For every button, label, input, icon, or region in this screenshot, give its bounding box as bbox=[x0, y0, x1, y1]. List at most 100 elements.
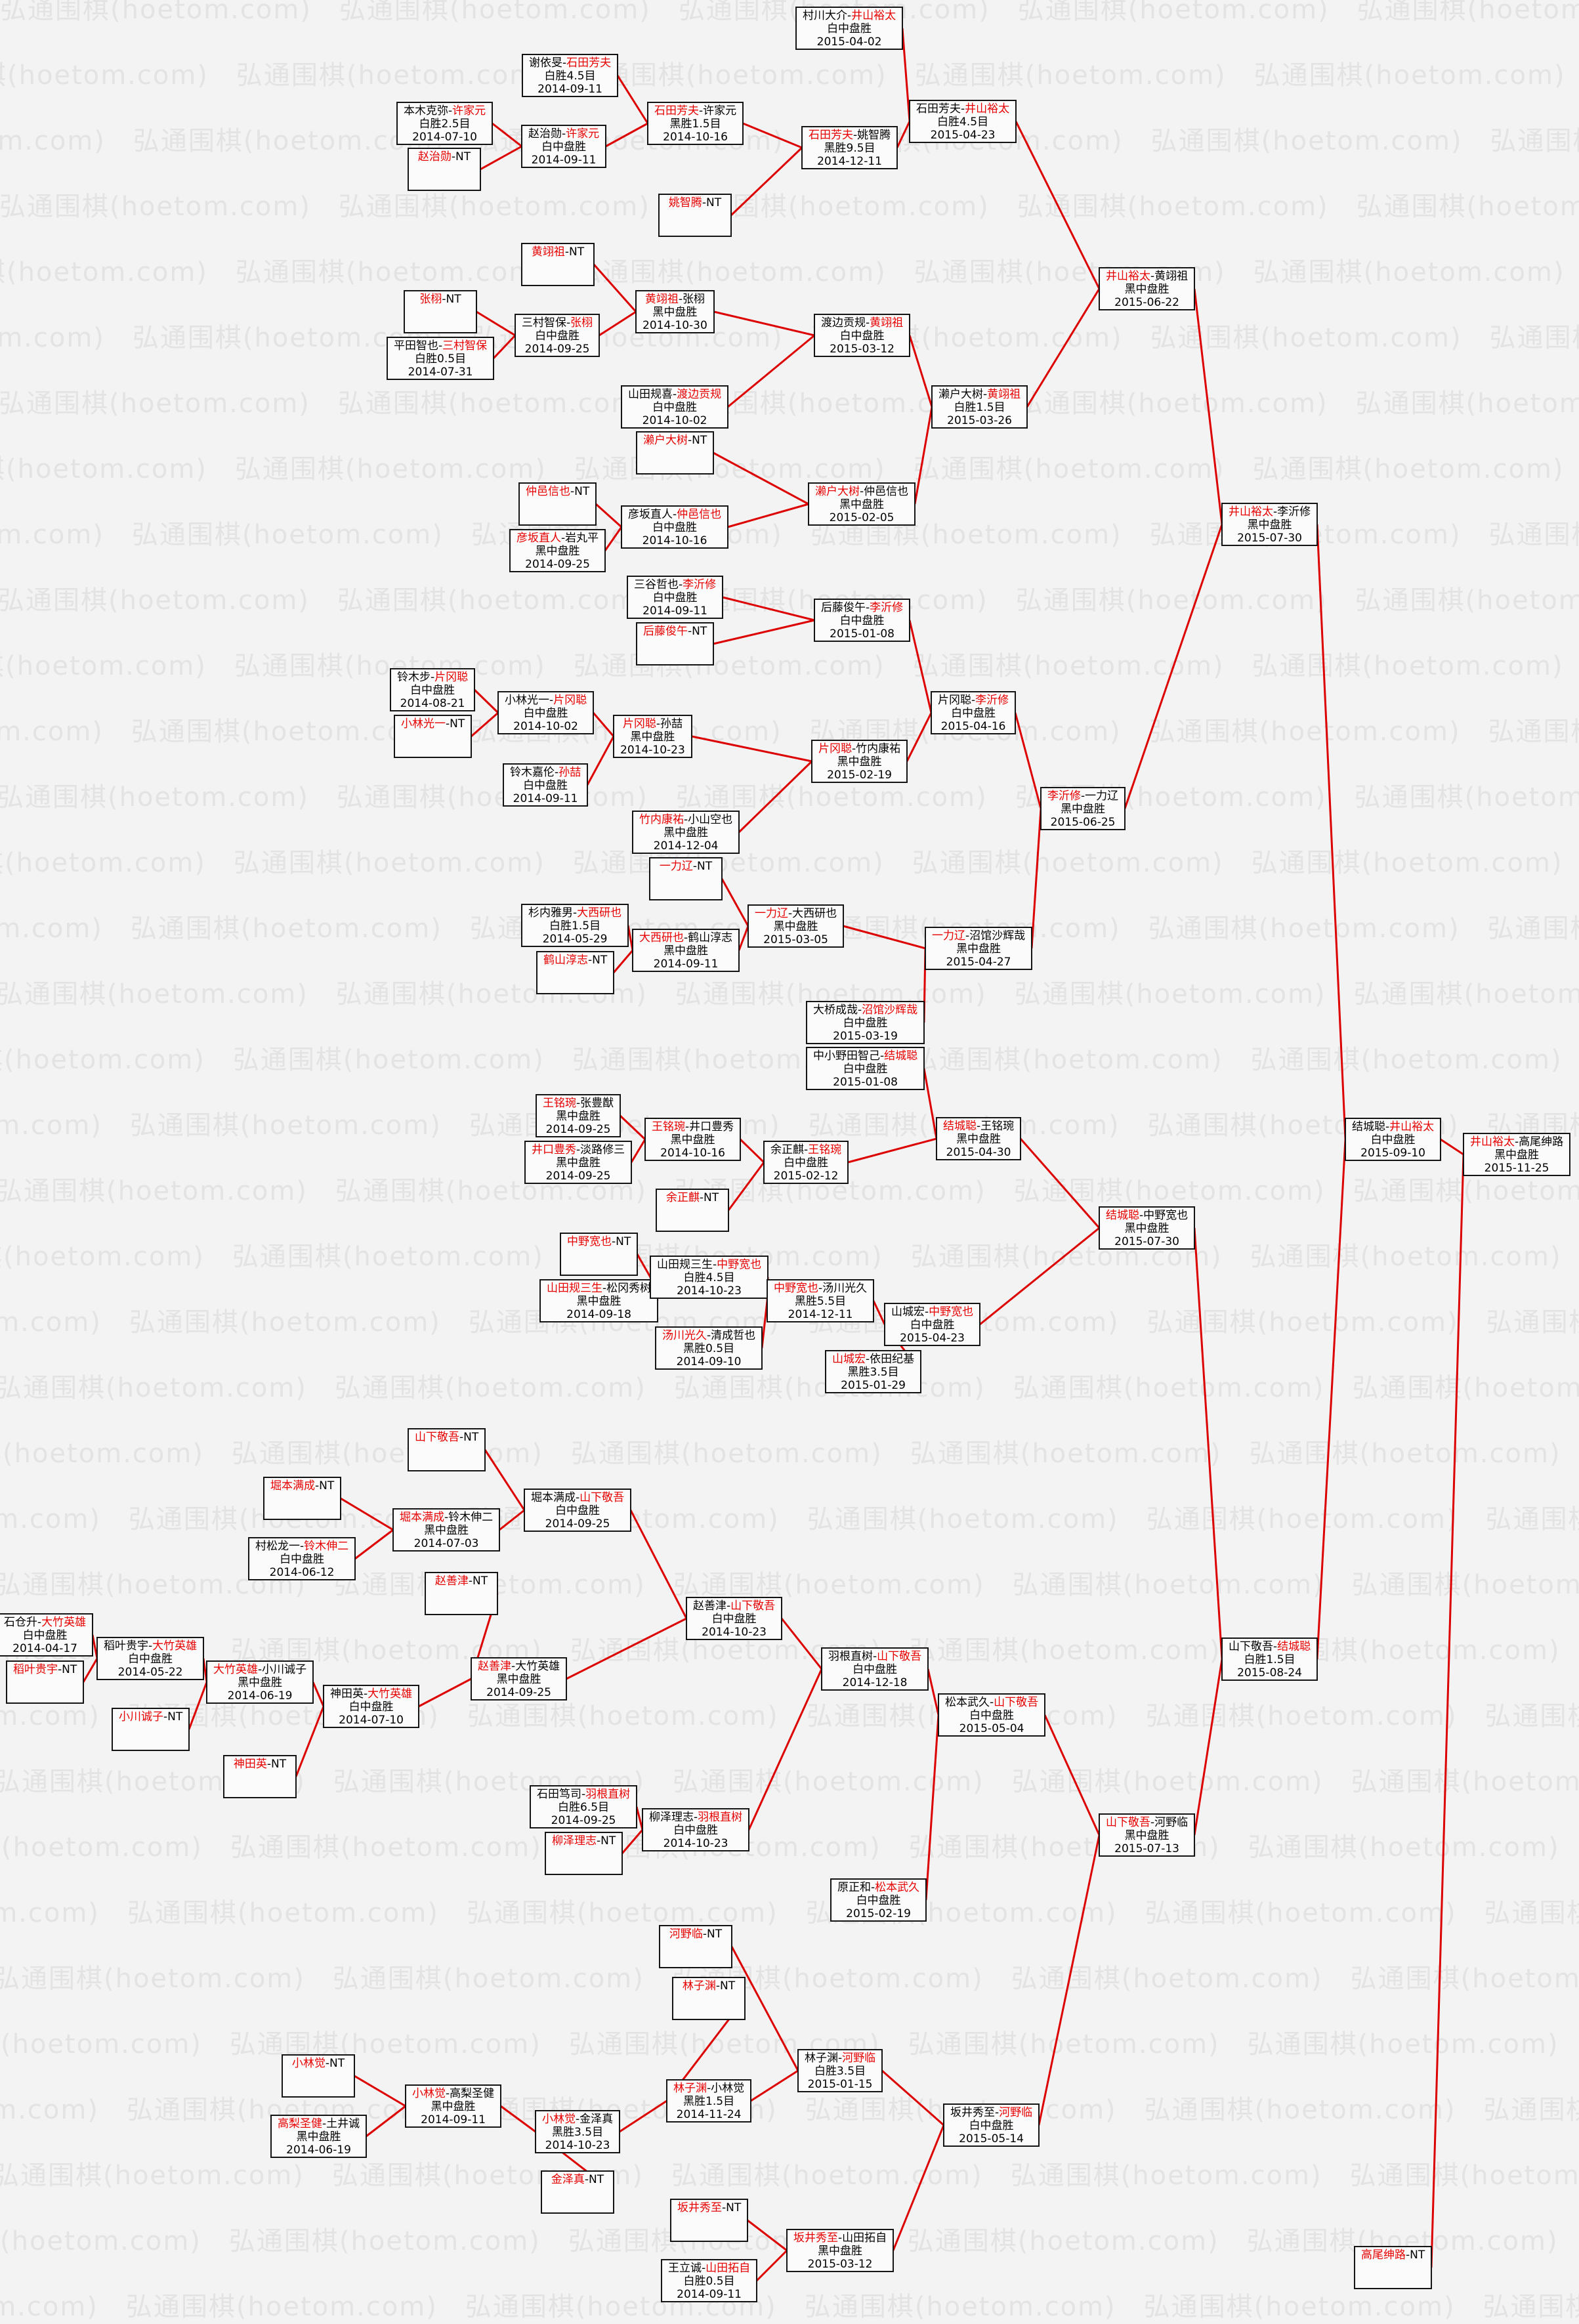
match-box-n90[interactable]: 金泽真-NT bbox=[541, 2170, 614, 2214]
match-box-n11[interactable]: 张栩-NT bbox=[404, 290, 477, 333]
match-box-n12[interactable]: 平田智也-三村智保 白胜0.5目 2014-07-31 bbox=[387, 337, 495, 380]
match-box-n19[interactable]: 仲邑信也-NT bbox=[518, 482, 597, 526]
match-box-n16[interactable]: 濑户大树-NT bbox=[636, 431, 715, 475]
match-box-n03[interactable]: 本木克弥-许家元 白胜2.5目 2014-07-10 bbox=[396, 102, 494, 145]
match-box-n46[interactable]: 井口豊秀-淡路修三 黑中盘胜 2014-09-25 bbox=[524, 1141, 633, 1184]
match-box-n08[interactable]: 石田芳夫-姚智腾 黑胜9.5目 2014-12-11 bbox=[801, 126, 898, 169]
match-box-n70[interactable]: 稻叶贵宇-NT bbox=[6, 1660, 85, 1704]
match-box-n80[interactable]: 柳泽理志-羽根直树 白中盘胜 2014-10-23 bbox=[642, 1808, 750, 1851]
match-box-n92[interactable]: 林子渊-河野临 白胜3.5目 2015-01-15 bbox=[797, 2049, 883, 2092]
match-box-n42[interactable]: 一力辽-沼馆沙辉哉 黑中盘胜 2015-04-27 bbox=[925, 927, 1033, 970]
match-box-n86[interactable]: 小林觉-NT bbox=[282, 2054, 355, 2098]
match-box-n59[interactable]: 山城宏-中野宽也 白中盘胜 2015-04-23 bbox=[884, 1303, 981, 1346]
match-box-n56[interactable]: 山田规三生-中野宽也 白胜4.5目 2014-10-23 bbox=[650, 1256, 769, 1299]
match-box-n57[interactable]: 汤川光久-清成哲也 黑胜0.5目 2014-09-10 bbox=[655, 1326, 763, 1370]
match-box-n29[interactable]: 小林光一-NT bbox=[394, 715, 473, 758]
player-1: 山田规三生 bbox=[657, 1258, 713, 1271]
match-box-n25[interactable]: 后藤俊午-NT bbox=[636, 622, 715, 666]
match-box-n49[interactable]: 余正麒-王铭琬 白中盘胜 2015-02-12 bbox=[763, 1141, 849, 1184]
match-box-n06[interactable]: 石田芳夫-许家元 黑胜1.5目 2014-10-16 bbox=[647, 102, 744, 145]
match-box-n07[interactable]: 姚智腾-NT bbox=[658, 194, 732, 237]
match-box-n05[interactable]: 赵治勋-许家元 白中盘胜 2014-09-11 bbox=[521, 125, 607, 168]
match-box-n96[interactable]: 坂井秀至-山田拓自 黑中盘胜 2015-03-12 bbox=[786, 2229, 895, 2272]
match-box-n83[interactable]: 山下敬吾-结城聪 白胜1.5目 2015-08-24 bbox=[1221, 1637, 1318, 1681]
match-box-n78[interactable]: 石田笃司-羽根直树 白胜6.5目 2014-09-25 bbox=[530, 1785, 638, 1828]
match-box-n37[interactable]: 杉内雅男-大西研也 白胜1.5目 2014-05-29 bbox=[521, 904, 629, 947]
match-box-n81[interactable]: 原正和-松本武久 白中盘胜 2015-02-19 bbox=[830, 1878, 927, 1922]
match-box-n20[interactable]: 彦坂直人-岩丸平 黑中盘胜 2014-09-25 bbox=[509, 529, 606, 572]
match-box-n40[interactable]: 一力辽-大西研也 黑中盘胜 2015-03-05 bbox=[747, 904, 845, 948]
match-box-n84[interactable]: 山下敬吾-河野临 黑中盘胜 2015-07-13 bbox=[1099, 1813, 1196, 1857]
match-box-n77[interactable]: 松本武久-山下敬吾 白中盘胜 2015-05-04 bbox=[938, 1693, 1046, 1737]
match-box-n85[interactable]: 林子渊-NT bbox=[672, 1977, 746, 2020]
match-box-n33[interactable]: 片冈聪-李沂修 白中盘胜 2015-04-16 bbox=[931, 691, 1017, 734]
match-box-n15[interactable]: 山田规喜-渡边贡规 白中盘胜 2014-10-02 bbox=[621, 385, 729, 429]
match-box-n76[interactable]: 羽根直树-山下敬吾 白中盘胜 2014-12-18 bbox=[821, 1647, 929, 1691]
match-box-n51[interactable]: 结城聪-井山裕太 白中盘胜 2015-09-10 bbox=[1345, 1118, 1442, 1161]
match-box-n38[interactable]: 鹤山淳志-NT bbox=[536, 951, 615, 994]
match-box-n23[interactable]: 濑户大树-黄翊祖 白胜1.5目 2015-03-26 bbox=[931, 385, 1028, 429]
match-box-n50[interactable]: 结城聪-王铭琬 黑中盘胜 2015-04-30 bbox=[936, 1117, 1022, 1160]
match-box-n17[interactable]: 渡边贡规-黄翊祖 白中盘胜 2015-03-12 bbox=[814, 314, 911, 357]
match-box-n89[interactable]: 小林觉-金泽真 黑胜3.5目 2014-10-23 bbox=[535, 2110, 621, 2153]
match-box-n93[interactable]: 坂井秀至-河野临 白中盘胜 2015-05-14 bbox=[943, 2103, 1040, 2147]
match-box-n44[interactable]: 中小野田智己-结城聪 白中盘胜 2015-01-08 bbox=[806, 1047, 925, 1090]
match-box-n66[interactable]: 赵善津-NT bbox=[425, 1572, 498, 1615]
match-box-n91[interactable]: 林子渊-小林觉 黑胜1.5目 2014-11-24 bbox=[666, 2079, 752, 2123]
match-box-n27[interactable]: 井山裕太-李沂修 黑中盘胜 2015-07-30 bbox=[1221, 503, 1318, 546]
match-box-n36[interactable]: 一力辽-NT bbox=[649, 857, 723, 900]
match-box-n09[interactable]: 石田芳夫-井山裕太 白胜4.5目 2015-04-23 bbox=[909, 100, 1017, 143]
match-box-n52[interactable]: 井山裕太-高尾绅路 黑中盘胜 2015-11-25 bbox=[1463, 1133, 1571, 1176]
match-box-n39[interactable]: 大西研也-鹤山淳志 黑中盘胜 2014-09-11 bbox=[632, 929, 740, 972]
match-box-n43[interactable]: 大桥成哉-沼馆沙辉哉 白中盘胜 2015-03-19 bbox=[806, 1001, 925, 1044]
match-box-n01[interactable]: 村川大介-井山裕太 白中盘胜 2015-04-02 bbox=[795, 7, 904, 50]
match-box-n31[interactable]: 铃木嘉伦-孙喆 白中盘胜 2014-09-11 bbox=[503, 763, 589, 807]
match-box-n54[interactable]: 中野宽也-NT bbox=[560, 1233, 639, 1276]
match-box-n95[interactable]: 王立诚-山田拓自 白胜0.5目 2014-09-11 bbox=[661, 2259, 758, 2302]
match-box-n04[interactable]: 赵治勋-NT bbox=[408, 148, 481, 191]
match-box-n64[interactable]: 堀本满成-铃木伸二 黑中盘胜 2014-07-03 bbox=[392, 1508, 501, 1552]
match-box-n34[interactable]: 片冈聪-竹内康祐 黑中盘胜 2015-02-19 bbox=[811, 740, 908, 783]
player-1: 金泽真 bbox=[551, 2173, 585, 2186]
match-box-n75[interactable]: 神田英-NT bbox=[223, 1755, 297, 1798]
match-box-n22[interactable]: 濑户大树-仲邑信也 黑中盘胜 2015-02-05 bbox=[808, 482, 916, 526]
match-box-n74[interactable]: 神田英-大竹英雄 白中盘胜 2014-07-10 bbox=[323, 1685, 420, 1728]
match-box-n60[interactable]: 山城宏-依田纪基 黑胜3.5目 2015-01-29 bbox=[825, 1350, 922, 1393]
match-box-n48[interactable]: 余正麒-NT bbox=[656, 1189, 729, 1232]
match-box-n47[interactable]: 王铭琬-井口豊秀 黑中盘胜 2014-10-16 bbox=[644, 1118, 742, 1161]
match-box-n35[interactable]: 竹内康祐-小山空也 黑中盘胜 2014-12-04 bbox=[632, 811, 740, 854]
match-box-n87[interactable]: 高梨圣健-土井诚 黑中盘胜 2014-06-19 bbox=[270, 2115, 368, 2158]
match-box-n10[interactable]: 黄翊祖-NT bbox=[521, 243, 595, 286]
match-box-n94[interactable]: 坂井秀至-NT bbox=[670, 2199, 749, 2242]
match-box-n79[interactable]: 柳泽理志-NT bbox=[545, 1832, 623, 1875]
match-box-n21[interactable]: 彦坂直人-仲邑信也 白中盘胜 2014-10-16 bbox=[621, 505, 729, 549]
match-box-n26[interactable]: 后藤俊午-李沂修 白中盘胜 2015-01-08 bbox=[814, 599, 911, 642]
match-box-n63[interactable]: 村松龙一-铃木伸二 白中盘胜 2014-06-12 bbox=[248, 1537, 356, 1580]
match-box-n28[interactable]: 铃木步-片冈聪 白中盘胜 2014-08-21 bbox=[390, 668, 476, 711]
match-box-n71[interactable]: 稻叶贵宇-大竹英雄 白中盘胜 2014-05-22 bbox=[96, 1637, 205, 1680]
match-box-n32[interactable]: 片冈聪-孙喆 黑中盘胜 2014-10-23 bbox=[613, 715, 692, 758]
match-box-n24[interactable]: 三谷哲也-李沂修 白中盘胜 2014-09-11 bbox=[627, 576, 724, 619]
match-box-n82[interactable]: 河野临-NT bbox=[659, 1925, 732, 1968]
match-box-n69[interactable]: 石仓升-大竹英雄 白中盘胜 2014-04-17 bbox=[0, 1613, 94, 1657]
match-box-n14[interactable]: 黄翊祖-张栩 黑中盘胜 2014-10-30 bbox=[635, 290, 715, 333]
match-box-n41[interactable]: 李沂修-一力辽 黑中盘胜 2015-06-25 bbox=[1040, 787, 1126, 830]
match-box-n61[interactable]: 山下敬吾-NT bbox=[408, 1428, 486, 1471]
match-box-n58[interactable]: 中野宽也-汤川光久 黑胜5.5目 2014-12-11 bbox=[767, 1279, 875, 1322]
match-box-n62[interactable]: 堀本满成-NT bbox=[263, 1477, 342, 1520]
match-box-n18[interactable]: 井山裕太-黄翊祖 黑中盘胜 2015-06-22 bbox=[1099, 267, 1196, 310]
match-box-n45[interactable]: 王铭琬-张豊猷 黑中盘胜 2014-09-25 bbox=[536, 1094, 621, 1137]
match-box-n72[interactable]: 大竹英雄-小川诚子 黑中盘胜 2014-06-19 bbox=[206, 1660, 314, 1704]
match-box-n97[interactable]: 高尾绅路-NT bbox=[1354, 2246, 1433, 2289]
match-box-n65[interactable]: 堀本满成-山下敬吾 白中盘胜 2014-09-25 bbox=[524, 1489, 632, 1532]
match-box-n88[interactable]: 小林觉-高梨圣健 黑中盘胜 2014-09-11 bbox=[405, 2084, 502, 2128]
match-box-n02[interactable]: 谢依旻-石田芳夫 白胜4.5目 2014-09-11 bbox=[522, 54, 619, 97]
pair-separator: - bbox=[584, 2173, 589, 2186]
match-box-n53[interactable]: 结城聪-中野宽也 黑中盘胜 2015-07-30 bbox=[1099, 1206, 1196, 1250]
match-box-n68[interactable]: 赵善津-山下敬吾 白中盘胜 2014-10-23 bbox=[686, 1597, 783, 1640]
match-box-n13[interactable]: 三村智保-张栩 白中盘胜 2014-09-25 bbox=[515, 314, 600, 357]
match-box-n67[interactable]: 赵善津-大竹英雄 黑中盘胜 2014-09-25 bbox=[471, 1657, 568, 1701]
match-box-n73[interactable]: 小川诚子-NT bbox=[112, 1708, 190, 1751]
match-box-n55[interactable]: 山田规三生-松冈秀树 黑中盘胜 2014-09-18 bbox=[539, 1279, 659, 1322]
match-box-n30[interactable]: 小林光一-片冈聪 白中盘胜 2014-10-02 bbox=[497, 691, 595, 734]
